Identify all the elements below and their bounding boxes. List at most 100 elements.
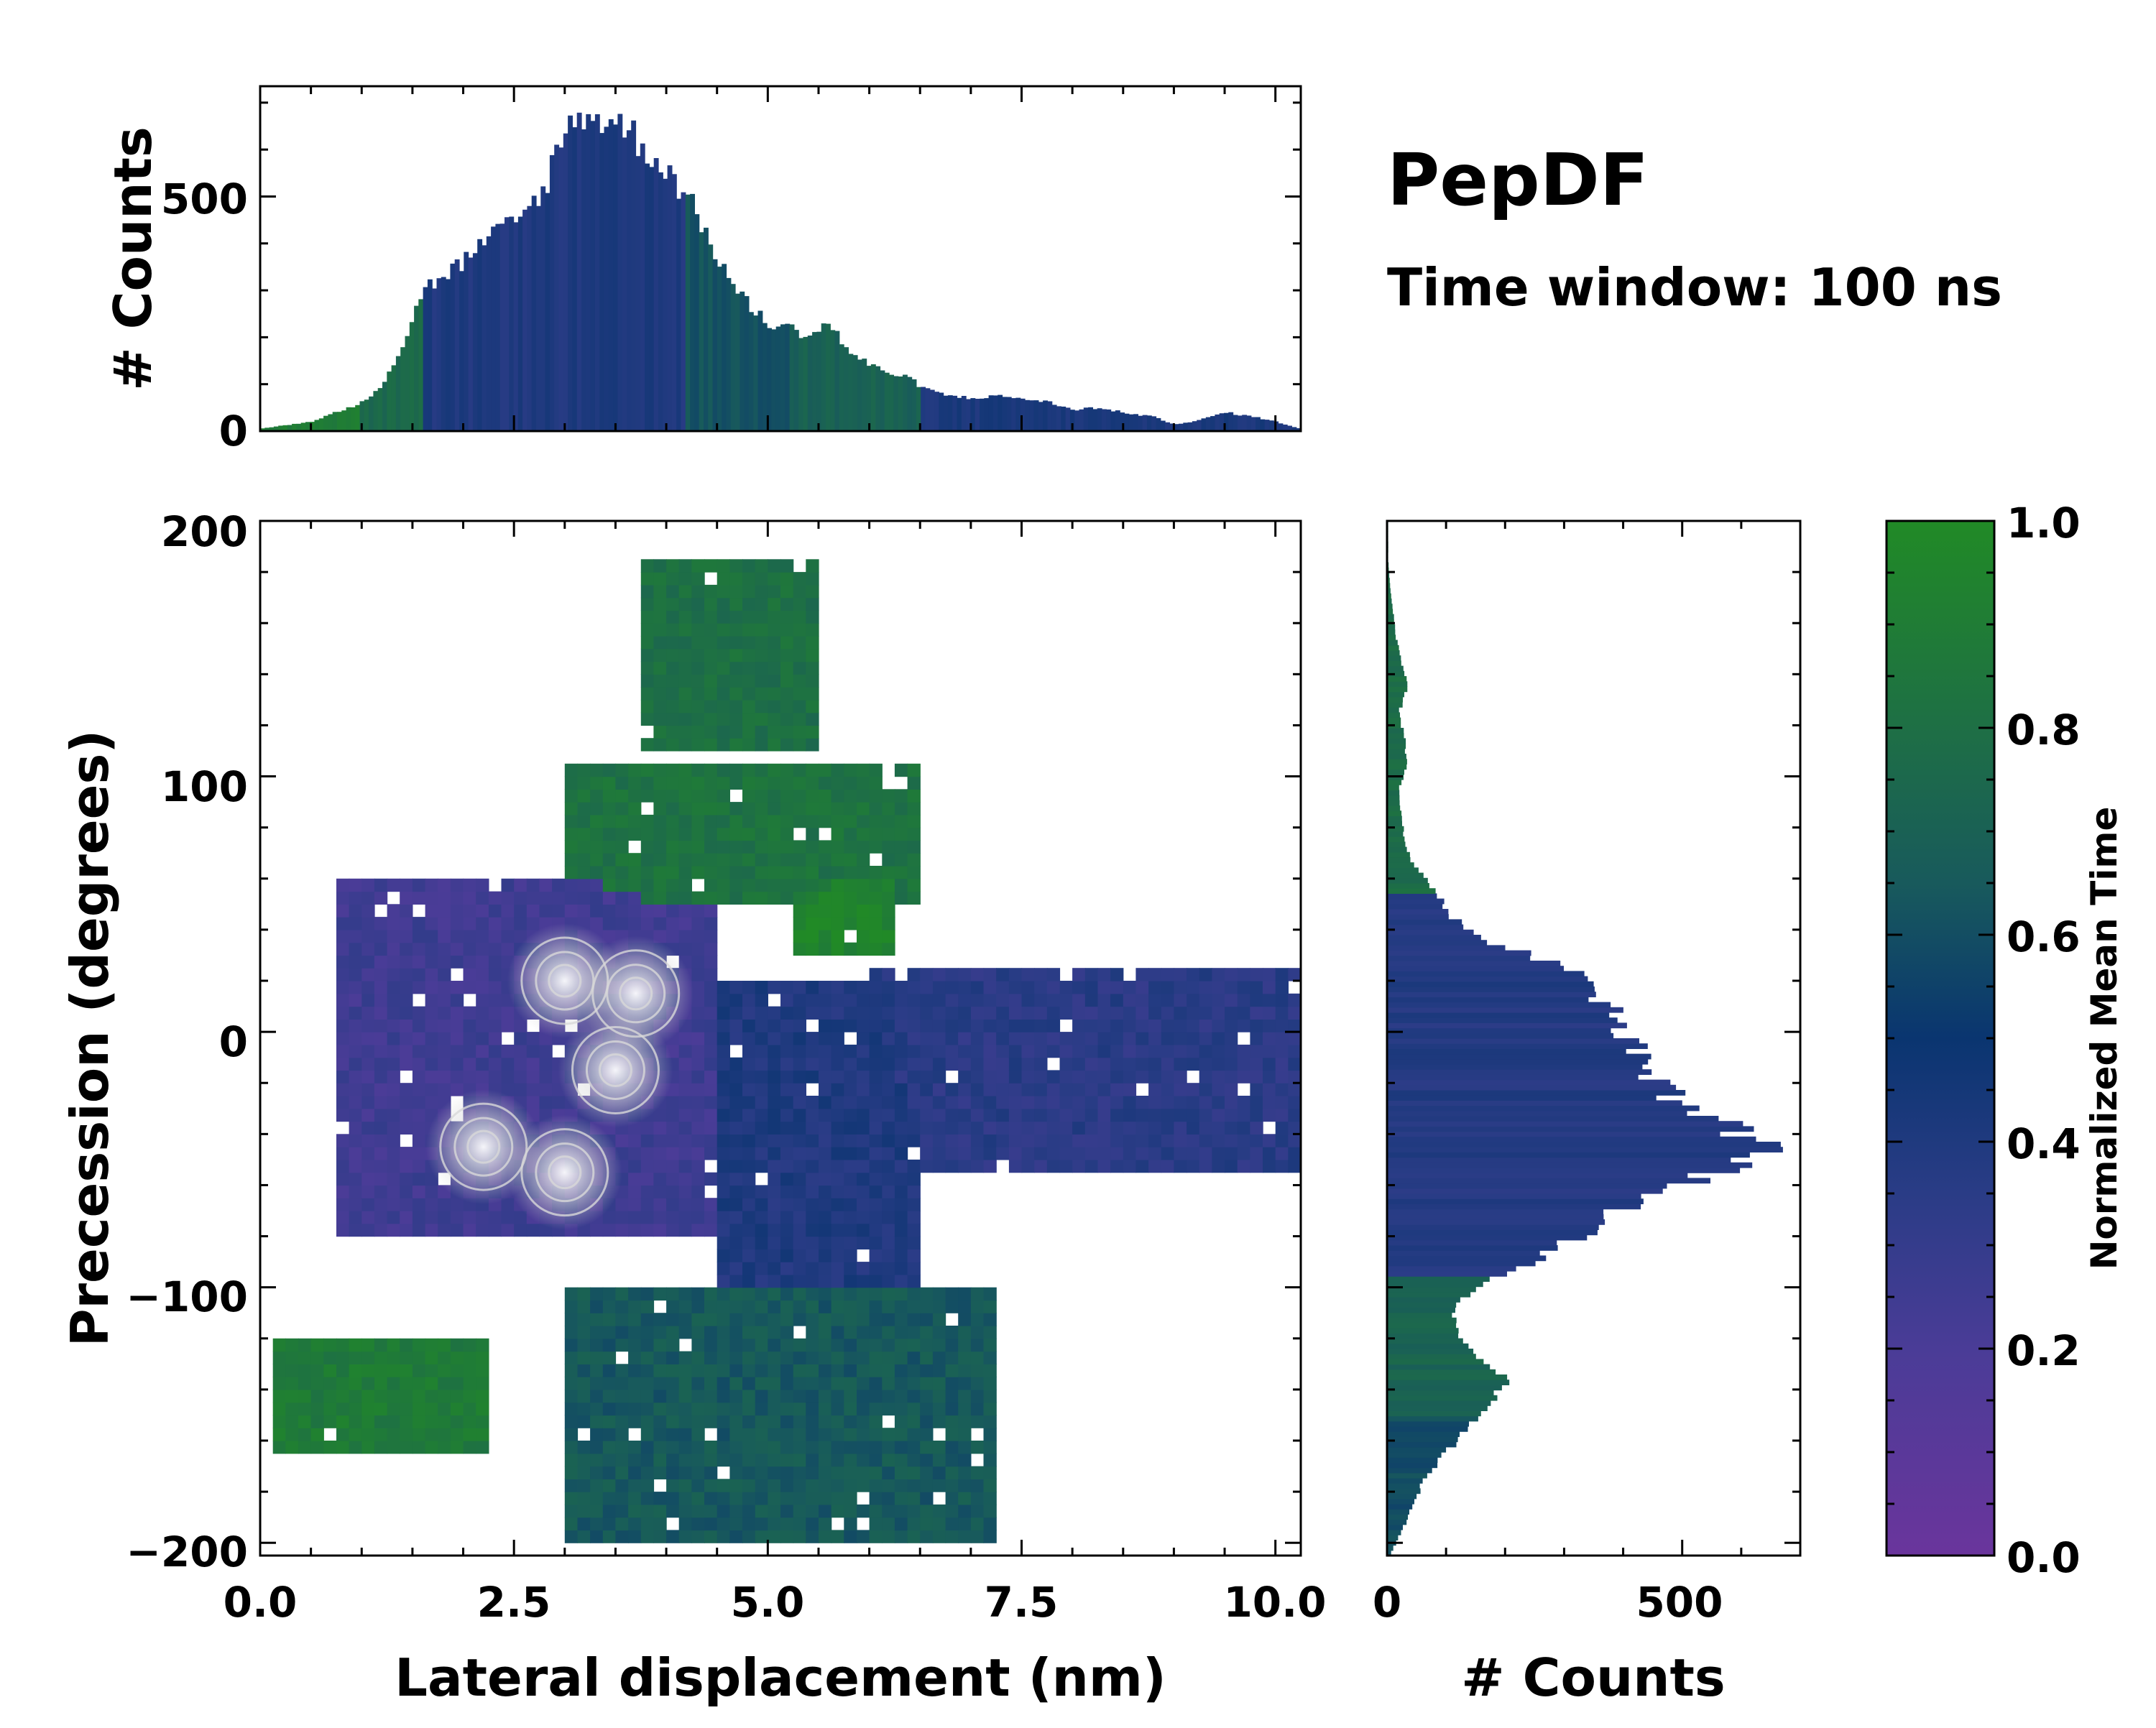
heatmap-cell	[882, 1147, 895, 1160]
heatmap-cell	[844, 1211, 857, 1224]
heatmap-cell	[768, 789, 781, 803]
heatmap-cell	[819, 1338, 832, 1352]
heatmap-cell	[857, 814, 870, 828]
top-hist-bar	[400, 347, 406, 431]
heatmap-cell	[272, 1389, 286, 1403]
heatmap-cell	[678, 917, 692, 930]
heatmap-cell	[1008, 1108, 1023, 1122]
heatmap-cell	[869, 993, 883, 1007]
top-hist-bar	[775, 326, 781, 431]
heatmap-cell	[691, 955, 705, 969]
heatmap-cell	[577, 1287, 591, 1301]
heatmap-cell	[755, 1223, 768, 1237]
right-hist-bar	[1387, 691, 1404, 698]
right-xtick-label-0: 0	[1373, 1578, 1401, 1627]
heatmap-cell	[691, 674, 705, 688]
top-hist-bar	[939, 392, 944, 431]
right-hist-bar	[1387, 1498, 1414, 1505]
heatmap-cell	[907, 763, 921, 777]
heatmap-cell	[577, 1377, 591, 1390]
heatmap-cell	[806, 1185, 819, 1198]
top-hist-bar	[1260, 419, 1266, 431]
heatmap-cell	[729, 1479, 743, 1492]
heatmap-cell	[577, 1326, 591, 1339]
top-hist-bar	[590, 121, 596, 432]
heatmap-cell	[1059, 1057, 1073, 1071]
heatmap-cell	[438, 1377, 451, 1390]
heatmap-cell	[323, 1377, 337, 1390]
heatmap-cell	[1199, 1121, 1212, 1135]
heatmap-cell	[780, 712, 794, 726]
heatmap-cell	[602, 1364, 617, 1377]
heatmap-cell	[400, 1044, 413, 1058]
heatmap-cell	[894, 1287, 908, 1301]
heatmap-cell	[945, 993, 959, 1007]
heatmap-cell	[666, 1428, 680, 1441]
heatmap-cell	[907, 1492, 921, 1505]
heatmap-cell	[742, 1096, 756, 1109]
heatmap-cell	[488, 929, 502, 943]
heatmap-cell	[640, 1441, 655, 1454]
heatmap-cell	[463, 1364, 476, 1377]
heatmap-cell	[628, 1530, 642, 1543]
heatmap-cell	[374, 981, 388, 994]
heatmap-cell	[628, 1198, 642, 1211]
heatmap-cell	[704, 891, 718, 905]
heatmap-cell	[844, 1006, 857, 1020]
heatmap-cell	[590, 789, 604, 803]
heatmap-cell	[387, 1402, 400, 1416]
heatmap-cell	[640, 1313, 655, 1326]
heatmap-cell	[1021, 1134, 1035, 1147]
heatmap-cell	[678, 1032, 692, 1045]
top-hist-bar	[1151, 416, 1157, 431]
heatmap-cell	[640, 1326, 655, 1339]
heatmap-cell	[628, 789, 642, 803]
heatmap-cell	[831, 929, 844, 943]
heatmap-cell	[640, 712, 655, 726]
heatmap-cell	[1275, 1057, 1289, 1071]
heatmap-cell	[400, 1185, 413, 1198]
heatmap-cell	[996, 981, 1010, 994]
heatmap-cell	[742, 1185, 756, 1198]
heatmap-cell	[615, 1415, 629, 1428]
heatmap-cell	[1174, 1147, 1187, 1160]
heatmap-cell	[729, 1351, 743, 1364]
heatmap-cell	[349, 1057, 362, 1071]
heatmap-cell	[970, 1134, 985, 1147]
heatmap-cell	[1250, 981, 1263, 994]
heatmap-cell	[806, 738, 819, 752]
heatmap-cell	[932, 1453, 946, 1467]
heatmap-cell	[691, 1198, 705, 1211]
heatmap-cell	[666, 763, 680, 777]
heatmap-cell	[768, 1274, 781, 1288]
heatmap-cell	[678, 610, 692, 624]
heatmap-cell	[678, 1415, 692, 1428]
heatmap-cell	[678, 1389, 692, 1403]
top-hist-bar	[282, 425, 288, 431]
heatmap-cell	[628, 1364, 642, 1377]
heatmap-cell	[615, 827, 629, 841]
heatmap-cell	[628, 1479, 642, 1492]
heatmap-cell	[666, 1300, 680, 1313]
heatmap-cell	[1072, 1121, 1086, 1135]
heatmap-cell	[1250, 1134, 1263, 1147]
heatmap-cell	[755, 674, 768, 688]
heatmap-cell	[552, 904, 566, 918]
heatmap-cell	[894, 1313, 908, 1326]
heatmap-cell	[831, 1147, 844, 1160]
heatmap-cell	[717, 699, 730, 713]
heatmap-cell	[678, 699, 692, 713]
heatmap-cell	[717, 674, 730, 688]
heatmap-cell	[628, 1159, 642, 1173]
heatmap-cell	[704, 1300, 718, 1313]
heatmap-cell	[564, 878, 579, 892]
heatmap-cell	[806, 853, 819, 867]
heatmap-cell	[819, 1198, 832, 1211]
heatmap-cell	[1225, 1032, 1238, 1045]
heatmap-cell	[628, 1351, 642, 1364]
heatmap-cell	[1034, 1159, 1048, 1173]
heatmap-cell	[780, 661, 794, 675]
heatmap-cell	[666, 1198, 680, 1211]
heatmap-cell	[819, 1326, 832, 1339]
top-hist-bar	[1228, 412, 1234, 431]
